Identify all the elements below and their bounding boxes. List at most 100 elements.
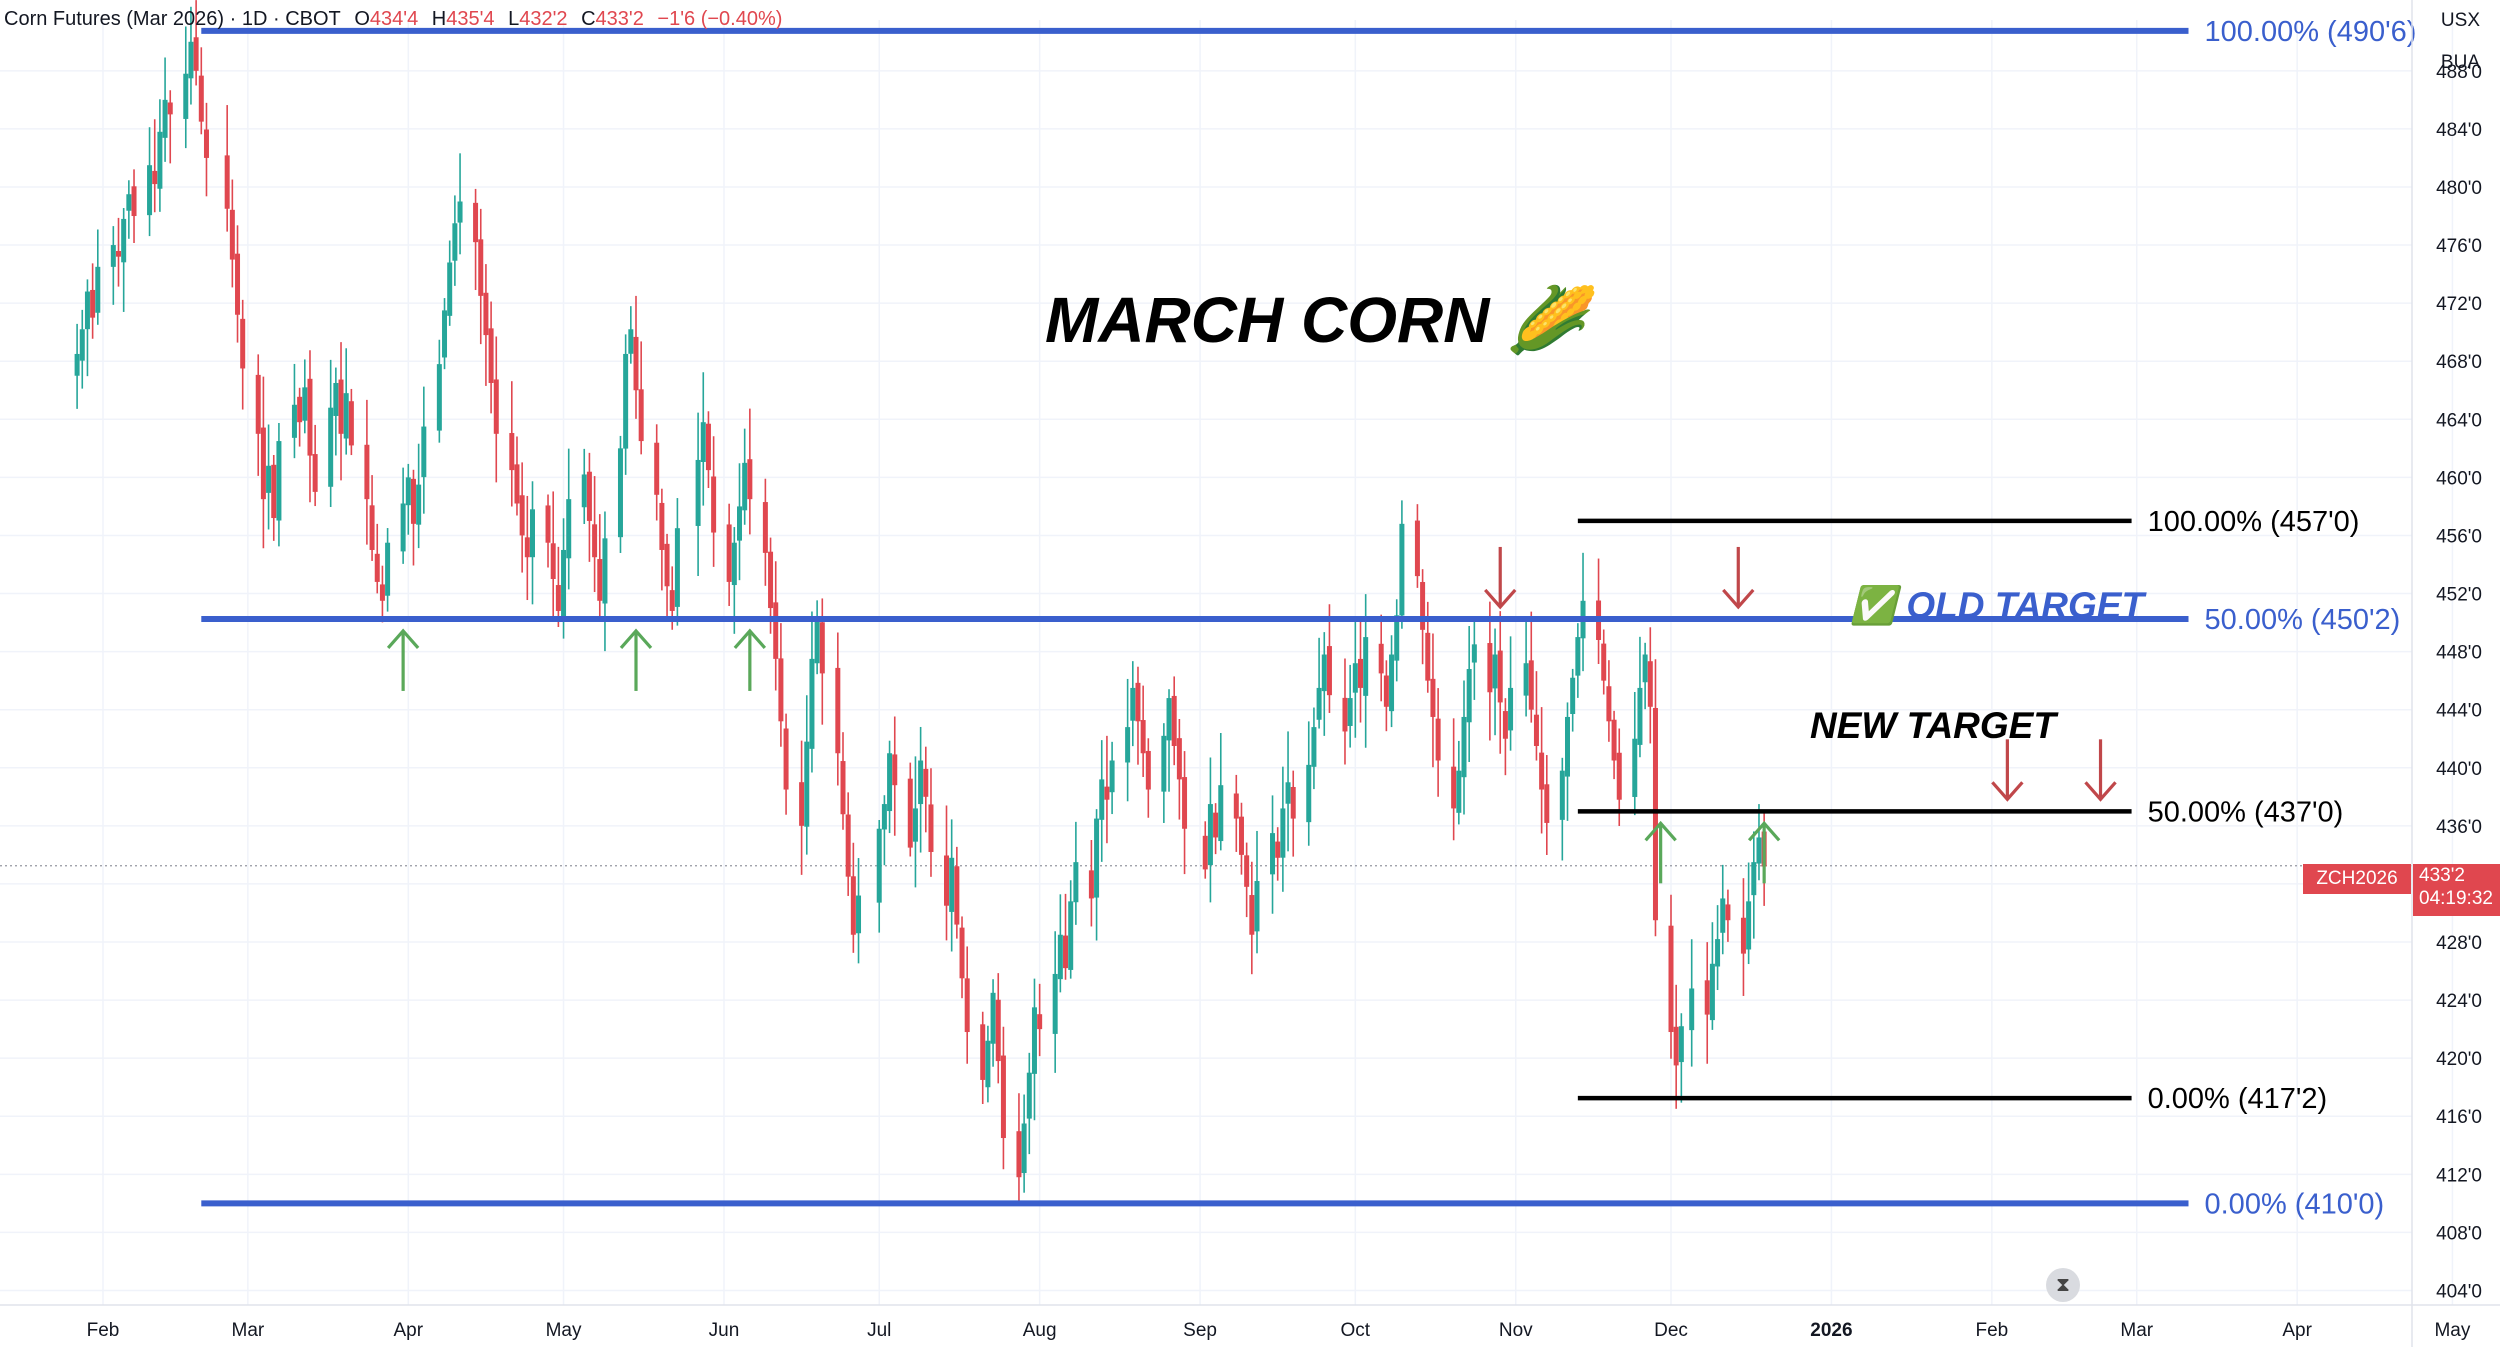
candle-body [338,379,344,434]
candle-body [203,129,209,158]
candle-body [633,336,639,391]
candle-body [442,310,448,358]
candle-body [1389,654,1395,712]
down-arrow-icon [1484,546,1517,610]
candle-body [1000,1055,1006,1139]
y-tick-label: 404'0 [2436,1281,2482,1302]
fib-level-label: 50.00% (450'2) [2205,604,2401,636]
candle-body [229,209,235,260]
candle-body [1425,632,1431,681]
candle-body [110,245,116,267]
y-tick-label: 408'0 [2436,1223,2482,1244]
candle-body [235,253,241,315]
y-tick-label: 424'0 [2436,991,2482,1012]
y-tick-label: 488'0 [2436,62,2482,83]
x-tick-label: Jun [709,1320,740,1341]
chart-grid [0,20,2454,1305]
unit-selector[interactable]: BUA [2440,52,2480,73]
x-tick-label: Apr [394,1320,424,1341]
hourglass-icon[interactable]: ⧗ [2046,1268,2080,1302]
candle-body [1471,644,1477,663]
candle-body [1347,698,1353,726]
y-tick-label: 452'0 [2436,585,2482,606]
x-tick-label: 2026 [1810,1320,1852,1341]
last-price-tag: 433'2 04:19:32 [2413,864,2500,916]
candle-body [1570,677,1576,715]
y-tick-label: 468'0 [2436,352,2482,373]
candle-body [1430,678,1436,717]
y-tick-label: 460'0 [2436,468,2482,489]
candle-body [478,239,484,296]
candle-body [364,444,370,500]
candle-body [1668,925,1674,1033]
candle-body [183,73,189,119]
y-tick-label: 416'0 [2436,1107,2482,1128]
candle-body [778,658,784,722]
candle-body [1125,727,1131,763]
up-arrow-icon [619,628,653,691]
candle-body [436,364,442,431]
symbol-price-tag: ZCH2026 [2303,864,2411,894]
x-tick-label: Aug [1023,1320,1057,1341]
candle-body [509,433,515,471]
old-target-label: ✅ OLD TARGET [1850,584,2147,627]
candle-body [654,442,660,495]
candle-body [1135,682,1141,722]
candle-body [659,502,665,550]
candle-body [1094,818,1100,898]
y-tick-label: 476'0 [2436,236,2482,257]
low-value: 432'2 [519,8,568,30]
fib-levels: 100.00% (490'6) 50.00% (450'2) 0.00% (410'… [201,16,2416,1220]
candle-body [1652,708,1658,921]
last-price-value: 433'2 [2419,865,2465,886]
candle-body [876,828,882,903]
chart-title: MARCH CORN 🌽 [1045,282,1598,356]
candle-body [421,426,427,478]
y-tick-label: 480'0 [2436,178,2482,199]
candle-body [1316,687,1322,720]
candle-body [1746,901,1752,950]
candle-body [731,542,737,586]
candle-body [545,505,551,543]
candle-body [892,754,898,786]
candle-body [1565,716,1570,777]
candle-body [1751,862,1757,896]
candle-body [1021,1123,1027,1174]
candle-body [1642,654,1648,683]
y-tick-label: 448'0 [2436,643,2482,664]
candle-body [1414,520,1420,577]
fib-level-label: 0.00% (417'2) [2148,1083,2328,1115]
candle-body [638,389,644,442]
candle-body [369,505,375,550]
candle-body [1704,980,1710,1015]
candle-body [1068,901,1074,970]
candle-body [1099,779,1105,820]
candle-body [1202,835,1208,870]
x-tick-label: May [2434,1320,2470,1341]
new-target-label: NEW TARGET [1810,705,2059,746]
candle-body [1207,804,1213,866]
candle-body [1502,711,1508,739]
candle-body [473,202,479,243]
bar-countdown: 04:19:32 [2419,888,2493,909]
candle-body [1326,646,1332,696]
currency-selector[interactable]: USX [2440,10,2480,31]
candle-body [1689,988,1695,1031]
up-arrow-icon [1747,820,1781,884]
candle-body [586,471,592,521]
candle-body [1238,816,1244,855]
annotation-arrows [386,546,2117,884]
candle-body [1321,654,1327,692]
candle-body [1352,663,1358,693]
symbol-name: Corn Futures (Mar 2026) · 1D · CBOT [4,8,341,30]
candle-body [949,857,955,912]
candle-body [1637,687,1643,745]
candle-body [592,524,598,558]
candle-body [597,559,603,601]
up-arrow-icon [386,628,420,691]
candle-body [483,292,489,336]
high-value: 435'4 [446,8,495,30]
candle-body [617,448,623,538]
candle-body [850,876,856,935]
